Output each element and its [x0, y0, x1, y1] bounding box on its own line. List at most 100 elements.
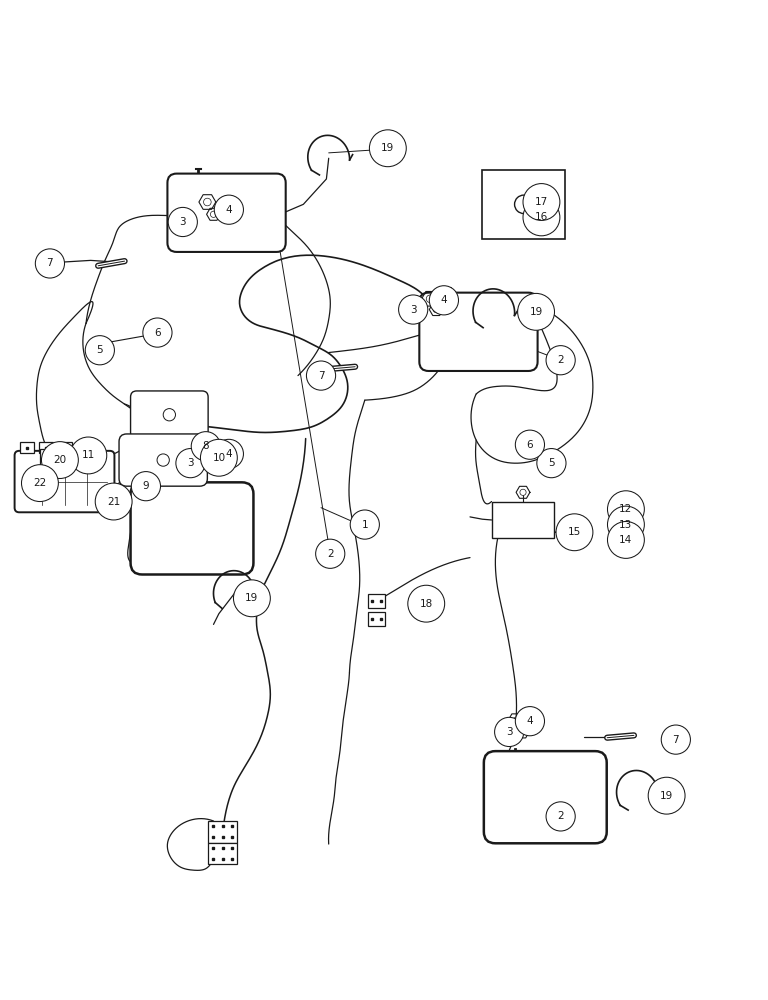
Circle shape: [85, 336, 114, 365]
Text: 7: 7: [47, 258, 53, 268]
Bar: [492, 502, 554, 538]
Text: 2: 2: [327, 549, 333, 559]
Circle shape: [369, 130, 406, 167]
Circle shape: [515, 707, 545, 736]
Text: 2: 2: [558, 355, 564, 365]
Circle shape: [214, 195, 243, 224]
Text: 11: 11: [81, 450, 95, 460]
Circle shape: [214, 439, 243, 469]
Circle shape: [233, 580, 270, 617]
Circle shape: [408, 585, 445, 622]
Text: 8: 8: [203, 441, 209, 451]
Circle shape: [433, 306, 439, 313]
FancyBboxPatch shape: [15, 451, 114, 512]
Circle shape: [520, 489, 526, 495]
Text: 14: 14: [619, 535, 633, 545]
Circle shape: [95, 483, 132, 520]
Circle shape: [168, 207, 197, 237]
Circle shape: [131, 472, 161, 501]
Circle shape: [495, 717, 524, 747]
Text: 19: 19: [529, 307, 543, 317]
Circle shape: [204, 198, 211, 206]
Text: 5: 5: [548, 458, 554, 468]
Text: 17: 17: [535, 197, 548, 207]
Bar: [522, 434, 538, 448]
Text: 2: 2: [558, 811, 564, 821]
Circle shape: [546, 346, 575, 375]
Text: 20: 20: [53, 455, 67, 465]
Circle shape: [217, 460, 223, 466]
Text: 3: 3: [187, 458, 194, 468]
Circle shape: [429, 286, 458, 315]
Circle shape: [537, 449, 566, 478]
Circle shape: [399, 295, 428, 324]
FancyBboxPatch shape: [131, 482, 253, 574]
Circle shape: [556, 514, 593, 551]
Text: 7: 7: [318, 371, 324, 381]
Circle shape: [41, 442, 78, 478]
Circle shape: [648, 777, 685, 814]
Circle shape: [607, 506, 644, 543]
Text: 18: 18: [419, 599, 433, 609]
Circle shape: [151, 327, 156, 331]
Bar: [78, 442, 91, 453]
Text: 9: 9: [143, 481, 149, 491]
Bar: [368, 612, 385, 626]
Circle shape: [661, 725, 690, 754]
Text: 3: 3: [410, 305, 416, 315]
Circle shape: [143, 318, 172, 347]
Circle shape: [176, 449, 205, 478]
Circle shape: [546, 802, 575, 831]
Circle shape: [70, 437, 107, 474]
Circle shape: [426, 295, 434, 303]
FancyBboxPatch shape: [419, 293, 538, 371]
Text: 15: 15: [568, 527, 581, 537]
Text: 16: 16: [535, 212, 548, 222]
Text: 4: 4: [226, 205, 232, 215]
Bar: [146, 322, 161, 336]
Circle shape: [35, 249, 65, 278]
FancyBboxPatch shape: [119, 434, 207, 486]
Text: 10: 10: [212, 453, 226, 463]
Circle shape: [210, 211, 217, 217]
Bar: [40, 449, 65, 471]
Text: 22: 22: [33, 478, 47, 488]
Circle shape: [306, 361, 336, 390]
Text: 13: 13: [619, 520, 633, 530]
FancyBboxPatch shape: [167, 174, 286, 252]
Text: 5: 5: [97, 345, 103, 355]
Circle shape: [191, 432, 220, 461]
Circle shape: [22, 465, 58, 502]
Text: 4: 4: [226, 449, 232, 459]
Text: 4: 4: [441, 295, 447, 305]
Text: 19: 19: [245, 593, 259, 603]
Text: 1: 1: [362, 520, 368, 530]
Bar: [20, 442, 34, 453]
Circle shape: [607, 522, 644, 558]
Text: 4: 4: [527, 716, 533, 726]
Text: 19: 19: [660, 791, 674, 801]
Bar: [482, 170, 565, 239]
Bar: [58, 442, 72, 453]
Circle shape: [528, 439, 532, 443]
Text: 12: 12: [619, 504, 633, 514]
Text: 21: 21: [107, 497, 121, 507]
Circle shape: [512, 717, 520, 725]
Circle shape: [523, 199, 560, 236]
Circle shape: [350, 510, 379, 539]
Circle shape: [607, 491, 644, 528]
Bar: [368, 594, 385, 608]
Bar: [208, 821, 237, 843]
Text: 3: 3: [180, 217, 186, 227]
Circle shape: [523, 184, 560, 220]
FancyBboxPatch shape: [484, 751, 607, 843]
Text: 7: 7: [673, 735, 679, 745]
FancyBboxPatch shape: [131, 391, 208, 439]
Bar: [39, 442, 53, 453]
Text: 3: 3: [506, 727, 512, 737]
Circle shape: [316, 539, 345, 568]
Text: 19: 19: [381, 143, 395, 153]
Circle shape: [515, 430, 545, 459]
Circle shape: [210, 449, 217, 456]
Bar: [208, 843, 237, 864]
